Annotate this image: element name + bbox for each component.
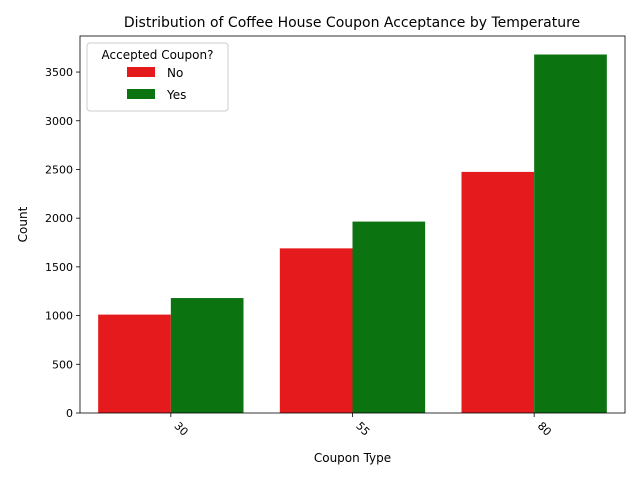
x-axis: 30 55 80	[170, 413, 554, 439]
bar-no-80	[461, 171, 535, 413]
legend-title: Accepted Coupon?	[102, 48, 214, 62]
legend-swatch-no	[127, 67, 155, 77]
chart-title: Distribution of Coffee House Coupon Acce…	[124, 15, 580, 31]
y-tick-label: 500	[52, 358, 73, 371]
bar-yes-30	[170, 298, 244, 413]
legend: Accepted Coupon? No Yes	[86, 42, 229, 112]
y-tick-label: 2500	[45, 163, 73, 176]
bar-yes-55	[352, 221, 426, 413]
y-tick-label: 3000	[45, 115, 73, 128]
legend-box	[86, 42, 229, 112]
plot-frame	[79, 35, 626, 414]
x-tick-label: 80	[535, 419, 554, 438]
y-axis-label: Count	[16, 206, 30, 242]
y-tick-label: 3500	[45, 66, 73, 79]
y-tick-label: 1000	[45, 310, 73, 323]
bars-group	[98, 54, 607, 414]
legend-label-no: No	[167, 66, 183, 80]
x-tick-label: 30	[172, 419, 191, 438]
x-axis-label: Coupon Type	[314, 451, 391, 465]
legend-swatch-yes	[127, 89, 155, 99]
y-tick-label: 0	[66, 407, 73, 420]
y-tick-label: 1500	[45, 261, 73, 274]
x-tick-label: 55	[353, 419, 372, 438]
y-axis: 0 500 1000 1500 2000 2500 3000 3500	[45, 66, 80, 420]
y-tick-label: 2000	[45, 212, 73, 225]
legend-label-yes: Yes	[166, 88, 186, 102]
bar-no-55	[279, 248, 353, 413]
bar-yes-80	[534, 54, 607, 414]
bar-no-30	[98, 314, 171, 413]
